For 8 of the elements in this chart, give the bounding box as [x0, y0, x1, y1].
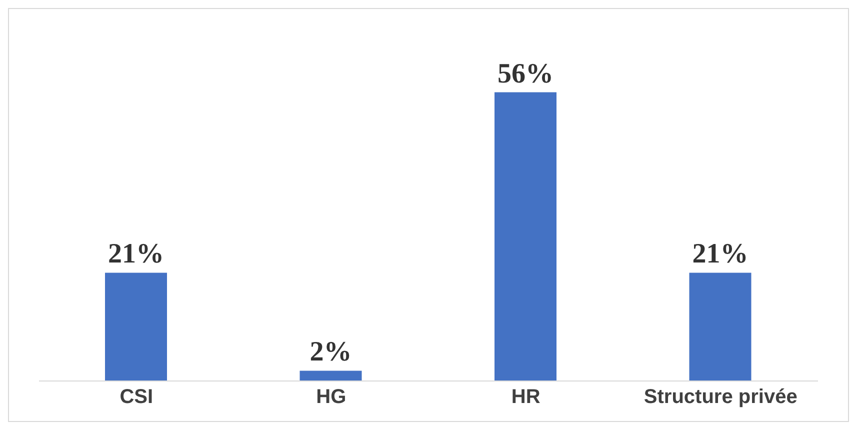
x-tick-label: HG — [316, 386, 346, 408]
data-label: 56% — [498, 58, 554, 90]
data-label: 2% — [310, 336, 352, 368]
x-tick-label: Structure privée — [644, 386, 798, 408]
data-label: 21% — [692, 238, 748, 270]
x-tick-label: CSI — [120, 386, 154, 408]
x-tick-label: HR — [511, 386, 541, 408]
data-label: 21% — [108, 238, 164, 270]
